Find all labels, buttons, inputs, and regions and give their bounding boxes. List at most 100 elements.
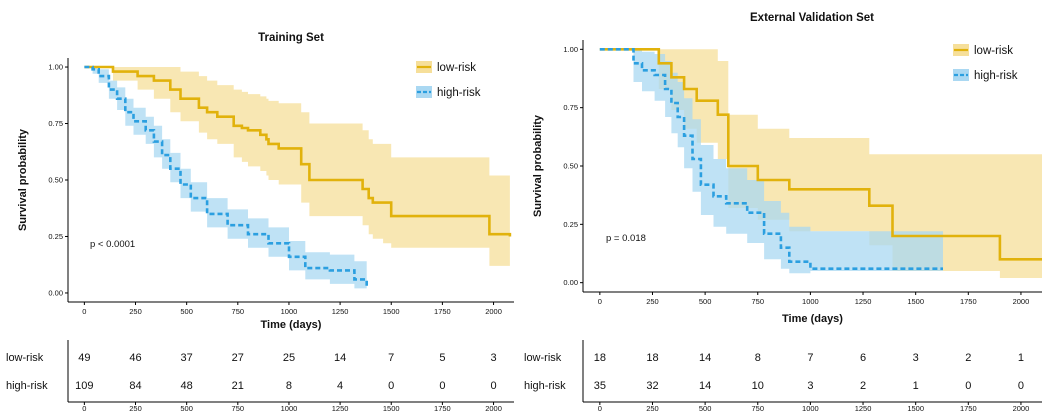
risk-table-count: 1 — [1018, 352, 1024, 364]
legend-label-high-risk: high-risk — [974, 70, 1018, 82]
risk-table-count: 1 — [913, 380, 919, 392]
y-tick-label: 0.50 — [48, 176, 63, 185]
x-tick-label: 500 — [180, 307, 193, 316]
x-tick-label: 0 — [598, 297, 602, 306]
risk-table-count: 4 — [337, 380, 343, 392]
survival-curve-high-risk — [599, 48, 943, 270]
risk-table-time-label: 750 — [751, 404, 764, 413]
legend-label-low-risk: low-risk — [437, 62, 476, 74]
risk-table-label-low-risk: low-risk — [524, 352, 562, 364]
risk-table-count: 14 — [699, 380, 711, 392]
risk-table-count: 84 — [129, 380, 141, 392]
risk-table-count: 14 — [334, 352, 346, 364]
risk-table-time-label: 1750 — [434, 404, 451, 413]
chart-title: Training Set — [258, 32, 324, 44]
x-tick-label: 1500 — [383, 307, 400, 316]
risk-table-time-label: 1250 — [332, 404, 349, 413]
risk-table-time-label: 750 — [232, 404, 245, 413]
risk-table-time-label: 2000 — [485, 404, 502, 413]
risk-table-count: 48 — [181, 380, 193, 392]
risk-table-time-label: 250 — [646, 404, 659, 413]
y-tick-label: 0.25 — [48, 232, 63, 241]
risk-table-label-high-risk: high-risk — [6, 380, 48, 392]
risk-table-time-label: 1500 — [907, 404, 924, 413]
y-axis-title: Survival probability — [532, 114, 544, 217]
survival-curve-low-risk — [599, 48, 1042, 261]
x-tick-label: 250 — [129, 307, 142, 316]
risk-table-count: 0 — [490, 380, 496, 392]
legend-label-high-risk: high-risk — [437, 87, 481, 99]
risk-table-count: 7 — [807, 352, 813, 364]
risk-table-count: 18 — [594, 352, 606, 364]
risk-table-time-label: 1750 — [960, 404, 977, 413]
risk-table-count: 6 — [860, 352, 866, 364]
km-panel-0: 0 250 500 750 1000 1250 1500 1750 20000.000.250.… — [6, 32, 514, 413]
risk-table-count: 3 — [807, 380, 813, 392]
risk-table-count: 7 — [388, 352, 394, 364]
risk-table-time-label: 0 — [598, 404, 602, 413]
y-tick-label: 0.00 — [48, 288, 63, 297]
risk-table-count: 5 — [439, 352, 445, 364]
risk-table-count: 14 — [699, 352, 711, 364]
risk-table-count: 21 — [232, 380, 244, 392]
risk-table-time-label: 1250 — [855, 404, 872, 413]
y-tick-label: 0.75 — [48, 119, 63, 128]
risk-table-count: 2 — [965, 352, 971, 364]
x-tick-label: 750 — [232, 307, 245, 316]
risk-table-time-label: 500 — [699, 404, 712, 413]
x-tick-label: 1750 — [434, 307, 451, 316]
risk-table-label-low-risk: low-risk — [6, 352, 44, 364]
risk-table-time-label: 1000 — [281, 404, 298, 413]
x-tick-label: 1000 — [802, 297, 819, 306]
risk-table-count: 0 — [965, 380, 971, 392]
y-tick-label: 0.25 — [563, 220, 578, 229]
km-panel-1: 0 250 500 750 1000 1250 1500 1750 20000.000.250.… — [524, 12, 1042, 413]
x-tick-label: 2000 — [485, 307, 502, 316]
x-tick-label: 1250 — [332, 307, 349, 316]
x-tick-label: 1000 — [281, 307, 298, 316]
risk-table-time-label: 1000 — [802, 404, 819, 413]
risk-table-count: 8 — [286, 380, 292, 392]
x-tick-label: 750 — [751, 297, 764, 306]
risk-table-label-high-risk: high-risk — [524, 380, 566, 392]
x-tick-label: 2000 — [1013, 297, 1030, 306]
x-tick-label: 500 — [699, 297, 712, 306]
y-tick-label: 0.75 — [563, 103, 578, 112]
confidence-band-high-risk — [599, 49, 943, 274]
x-tick-label: 0 — [82, 307, 86, 316]
legend-label-low-risk: low-risk — [974, 45, 1013, 57]
x-tick-label: 1250 — [855, 297, 872, 306]
risk-table-time-label: 2000 — [1013, 404, 1030, 413]
x-axis-title: Time (days) — [261, 319, 322, 331]
x-tick-label: 1750 — [960, 297, 977, 306]
p-value-annotation: p < 0.0001 — [90, 239, 135, 250]
risk-table-time-label: 1500 — [383, 404, 400, 413]
x-tick-label: 1500 — [907, 297, 924, 306]
risk-table-count: 46 — [129, 352, 141, 364]
risk-table-count: 18 — [646, 352, 658, 364]
y-tick-label: 0.50 — [563, 162, 578, 171]
risk-table-count: 0 — [388, 380, 394, 392]
risk-table-time-label: 500 — [180, 404, 193, 413]
risk-table-count: 0 — [439, 380, 445, 392]
y-axis-title: Survival probability — [17, 128, 29, 231]
risk-table-count: 32 — [646, 380, 658, 392]
risk-table-count: 49 — [78, 352, 90, 364]
chart-title: External Validation Set — [750, 12, 874, 24]
risk-table-count: 8 — [755, 352, 761, 364]
risk-table-count: 10 — [752, 380, 764, 392]
risk-table-count: 35 — [594, 380, 606, 392]
confidence-band-low-risk — [599, 49, 1042, 278]
risk-table-count: 3 — [490, 352, 496, 364]
risk-table-count: 0 — [1018, 380, 1024, 392]
survival-curve-low-risk — [84, 65, 512, 237]
risk-table-time-label: 250 — [129, 404, 142, 413]
x-axis-title: Time (days) — [782, 313, 843, 325]
p-value-annotation: p = 0.018 — [606, 233, 646, 244]
risk-table-count: 25 — [283, 352, 295, 364]
risk-table-count: 27 — [232, 352, 244, 364]
y-tick-label: 1.00 — [48, 63, 63, 72]
risk-table-time-label: 0 — [82, 404, 86, 413]
risk-table-count: 37 — [181, 352, 193, 364]
